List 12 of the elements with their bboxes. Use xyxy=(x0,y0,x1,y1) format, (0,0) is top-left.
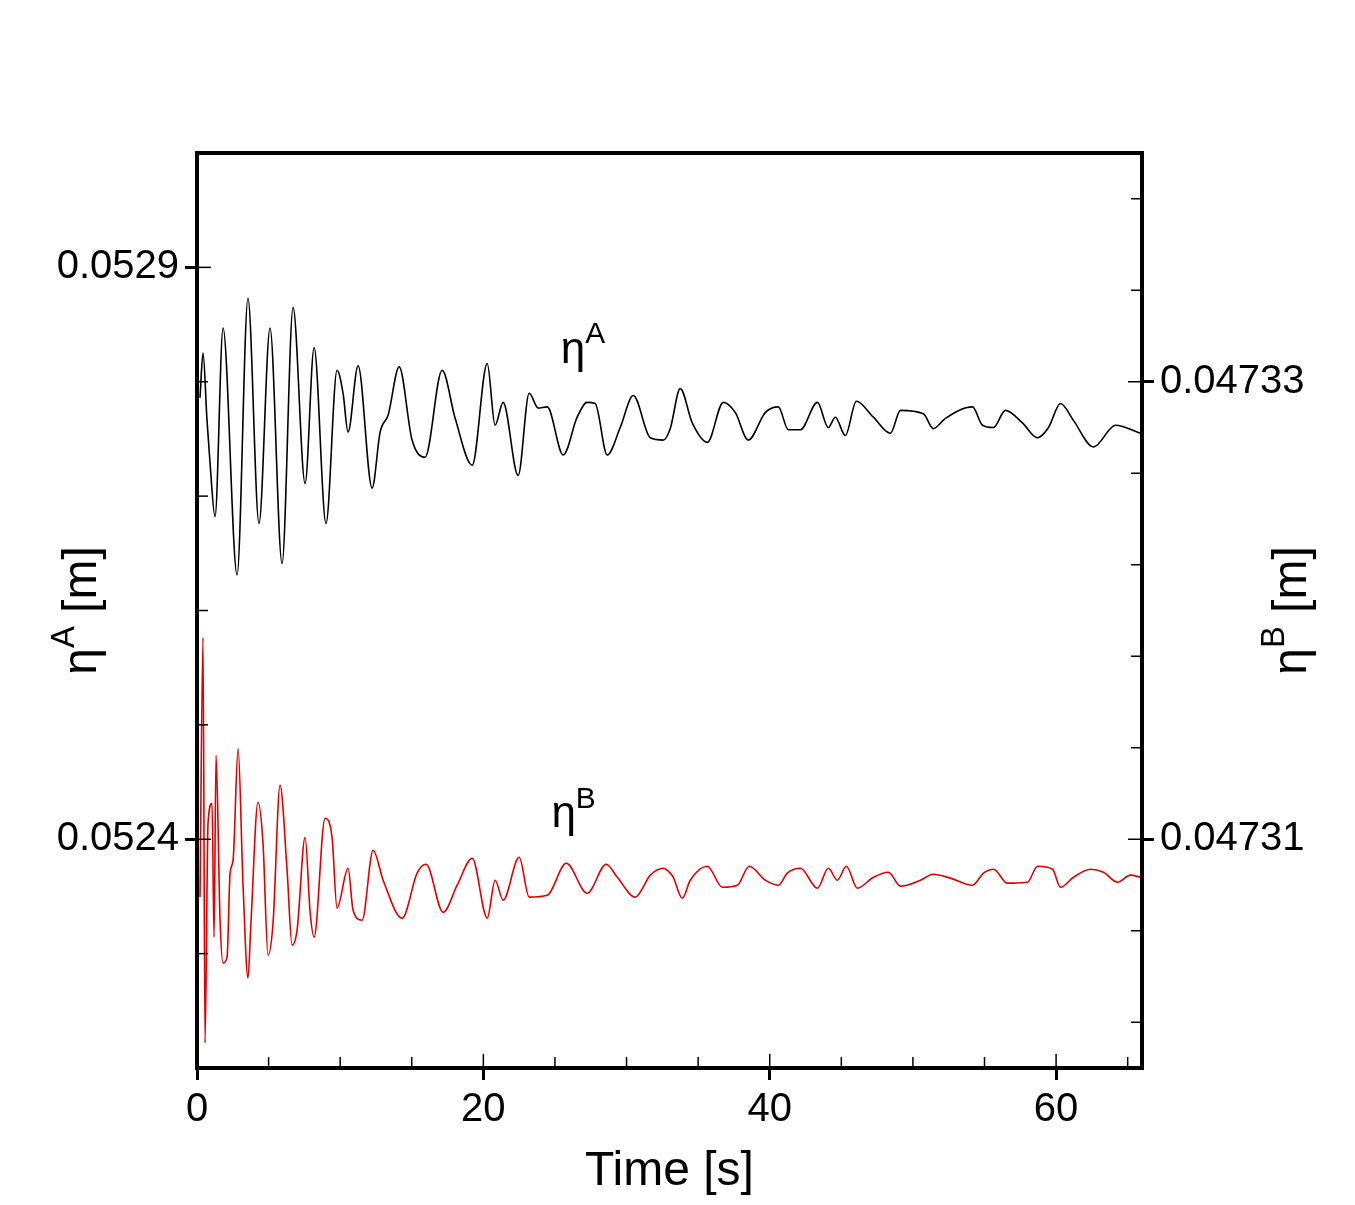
line-series xyxy=(199,636,1142,1044)
x-tick-label: 0 xyxy=(185,1085,209,1130)
y2-tick-label: 0.04731 xyxy=(1160,814,1305,859)
x-tick-label: 40 xyxy=(747,1085,792,1130)
y-tick-label: 0.0524 xyxy=(56,814,179,859)
x-tick-label: 60 xyxy=(1033,1085,1079,1130)
y-tick-label: 0.0529 xyxy=(56,242,179,287)
y2-tick-label: 0.04733 xyxy=(1160,356,1305,401)
x-axis-title: Time [s] xyxy=(585,1142,754,1196)
y-axis-title: ηA [m] xyxy=(44,546,106,675)
x-tick-label: 20 xyxy=(461,1085,506,1130)
y2-axis-title: ηB [m] xyxy=(1254,546,1316,675)
